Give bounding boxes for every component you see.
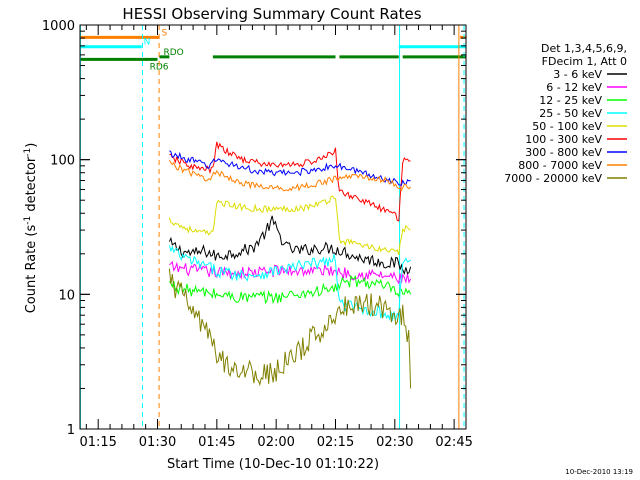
flag-s-label: S bbox=[161, 28, 167, 38]
series-line-8 bbox=[168, 268, 412, 389]
legend: Det 1,3,4,5,6,9, FDecim 1, Att 0 3 - 6 k… bbox=[504, 42, 627, 185]
chart-title: HESSI Observing Summary Count Rates bbox=[122, 5, 421, 23]
y-tick-label: 1000 bbox=[42, 19, 75, 34]
legend-entry-label: 6 - 12 keV bbox=[546, 81, 602, 94]
flag-rd6-label: RD6 bbox=[150, 62, 169, 72]
x-tick-label: 02:30 bbox=[376, 435, 413, 450]
legend-entry-label: 50 - 100 keV bbox=[532, 120, 602, 133]
flag-n-label: N bbox=[144, 38, 151, 48]
x-tick-label: 02:45 bbox=[435, 435, 472, 450]
y-tick-label: 1 bbox=[67, 423, 75, 438]
y-tick-label: 100 bbox=[50, 154, 75, 169]
series-line-6 bbox=[169, 150, 411, 187]
render-timestamp: 10-Dec-2010 13:19 bbox=[565, 468, 633, 476]
x-axis: 01:15 01:30 01:45 02:00 02:15 02:30 02:45 bbox=[79, 25, 473, 450]
y-tick-label: 10 bbox=[58, 288, 75, 303]
legend-header-line-1: Det 1,3,4,5,6,9, bbox=[541, 42, 627, 55]
series-line-3 bbox=[168, 245, 411, 321]
x-tick-label: 01:45 bbox=[198, 435, 235, 450]
x-tick-label: 02:15 bbox=[317, 435, 354, 450]
legend-entry-label: 300 - 800 keV bbox=[525, 146, 602, 159]
x-tick-label: 01:15 bbox=[79, 435, 116, 450]
legend-entry-label: 100 - 300 keV bbox=[525, 133, 602, 146]
flag-lines: SN RDO RD6 bbox=[80, 28, 466, 72]
flag-rdo-label: RDO bbox=[163, 48, 183, 58]
series-line-7 bbox=[168, 159, 411, 192]
series-line-1 bbox=[169, 260, 412, 285]
y-axis: 1 10 100 1000 bbox=[42, 19, 466, 438]
x-tick-label: 02:00 bbox=[257, 435, 294, 450]
series-group bbox=[168, 141, 412, 389]
series-line-0 bbox=[168, 215, 412, 276]
legend-entry-label: 12 - 25 keV bbox=[539, 94, 602, 107]
legend-entry-label: 800 - 7000 keV bbox=[518, 159, 602, 172]
series-line-4 bbox=[168, 195, 411, 256]
legend-entry-label: 25 - 50 keV bbox=[539, 107, 602, 120]
series-line-5 bbox=[169, 141, 411, 222]
series-line-2 bbox=[168, 274, 412, 305]
plot-frame bbox=[79, 24, 467, 430]
y-axis-label: Count Rate (s-1 detector-1) bbox=[23, 143, 39, 314]
legend-entry-label: 3 - 6 keV bbox=[553, 68, 602, 81]
legend-entry-label: 7000 - 20000 keV bbox=[504, 172, 602, 185]
legend-header-line-2: FDecim 1, Att 0 bbox=[542, 55, 627, 68]
x-axis-label: Start Time (10-Dec-10 01:10:22) bbox=[167, 457, 379, 472]
x-tick-label: 01:30 bbox=[139, 435, 176, 450]
